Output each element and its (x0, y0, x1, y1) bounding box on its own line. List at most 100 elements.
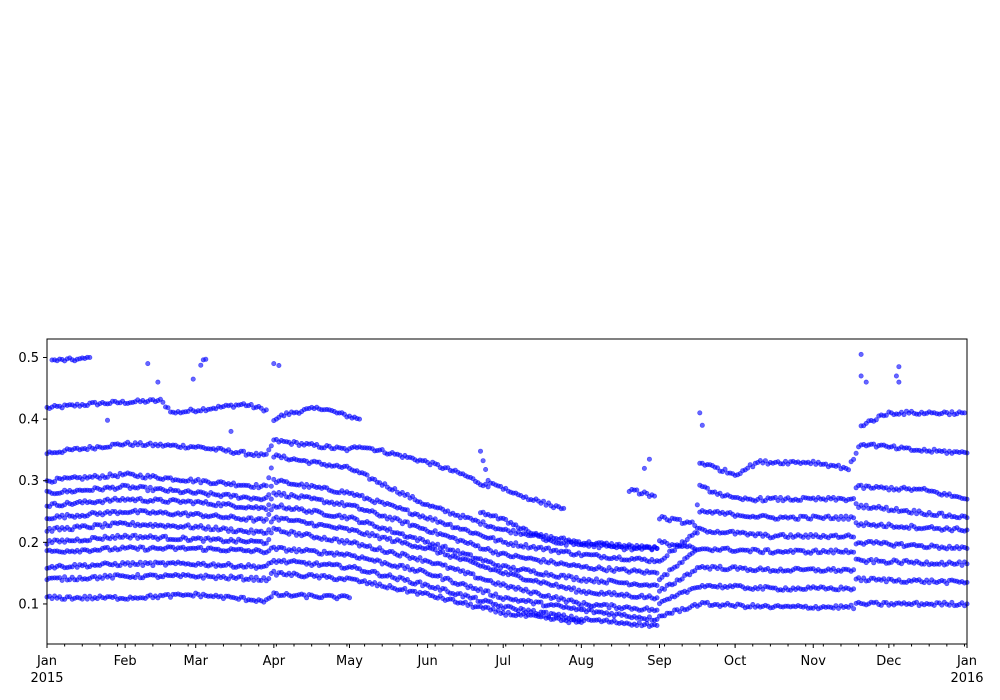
series-25-point (944, 581, 950, 587)
series-5-point (392, 486, 398, 492)
outlier-point (646, 456, 652, 462)
series-3-point (281, 413, 287, 419)
series-10-point (442, 562, 448, 568)
series-5-point (263, 483, 269, 489)
series-24-point (871, 560, 877, 566)
outlier-point (228, 428, 234, 434)
series-19-point (845, 467, 851, 473)
x-tick-label: Apr (263, 654, 286, 669)
series-13-point (59, 577, 65, 583)
series-11-point (485, 588, 491, 594)
series-16-point (634, 487, 640, 493)
series-5-point (253, 481, 259, 487)
x-tick-label: Feb (114, 654, 137, 669)
x-tick-label: Jan (36, 654, 57, 669)
series-18-point (689, 519, 695, 525)
series-6-point (359, 492, 365, 498)
series-6-point (523, 541, 529, 547)
outlier-point (105, 417, 111, 423)
series-4-point (268, 443, 274, 449)
series-7-point (263, 507, 269, 513)
series-6-point (268, 483, 274, 489)
series-6-point (404, 507, 410, 513)
series-21-point (795, 516, 801, 522)
series-7-point (319, 497, 325, 503)
series-3-point (356, 416, 362, 422)
series-11-point (399, 562, 405, 568)
series-15-point (563, 542, 569, 548)
scatter-points (44, 351, 970, 629)
series-5-point (195, 476, 201, 482)
series-12-point (150, 563, 156, 569)
x-tick-label: Aug (569, 654, 594, 669)
series-9-point (374, 533, 380, 539)
series-18-point (677, 516, 683, 522)
series-15-point (654, 545, 660, 551)
series-26-point (669, 610, 675, 616)
series-8-point (455, 548, 461, 554)
series-18-point (851, 496, 857, 502)
series-13-point (372, 580, 378, 586)
series-6-point (266, 492, 272, 498)
series-5-point (105, 474, 111, 480)
series-10-point (132, 532, 138, 538)
series-18-point (777, 494, 783, 500)
series-4-point (266, 447, 272, 453)
series-11-point (538, 599, 544, 605)
series-10-point (553, 594, 559, 600)
series-7-point (281, 490, 287, 496)
x-tick-label: Dec (876, 654, 901, 669)
series-7-point (432, 528, 438, 534)
series-12-point (472, 594, 478, 600)
series-8-point (425, 539, 431, 545)
series-7-point (404, 519, 410, 525)
series-16-point (651, 493, 657, 499)
series-8-point (387, 526, 393, 532)
series-26-point (851, 606, 857, 612)
series-5-point (268, 465, 274, 471)
series-14-point (268, 594, 274, 600)
plot-frame (46, 338, 968, 645)
series-13-point (271, 568, 277, 574)
series-4-point (485, 484, 491, 490)
series-5-point (52, 479, 58, 485)
series-13-point (110, 575, 116, 581)
series-24-point (868, 556, 874, 562)
series-5-point (404, 491, 410, 497)
series-0-point (165, 405, 171, 411)
outlier-point (893, 373, 899, 379)
series-14-point (304, 595, 310, 601)
outlier-point (276, 362, 282, 368)
series-13-point (135, 571, 141, 577)
series-17-point (483, 466, 489, 472)
series-19-point (851, 456, 857, 462)
y-tick-label: 0.4 (18, 413, 39, 428)
series-4-point (263, 451, 269, 457)
series-17-point (480, 458, 486, 464)
series-2-point (198, 362, 204, 368)
series-6-point (142, 484, 148, 490)
series-26-point (848, 602, 854, 608)
series-6-point (546, 545, 552, 551)
series-24-point (672, 581, 678, 587)
series-7-point (604, 568, 610, 574)
series-9-point (432, 547, 438, 553)
x-tick-year-label: 2016 (950, 671, 983, 686)
series-19-point (853, 450, 859, 456)
series-21-point (851, 515, 857, 521)
series-18-point (704, 485, 710, 491)
outlier-point (145, 361, 151, 367)
series-11-point (493, 591, 499, 597)
y-tick-label: 0.2 (18, 536, 39, 551)
series-20-point (961, 410, 967, 416)
series-9-point (268, 519, 274, 525)
x-tick-label: Jul (494, 654, 511, 669)
series-13-point (251, 577, 257, 583)
series-24-point (661, 586, 667, 592)
series-13-point (462, 599, 468, 605)
series-8-point (467, 552, 473, 558)
series-8-point (248, 515, 254, 521)
series-9-point (387, 535, 393, 541)
series-12-point (137, 559, 143, 565)
series-19-point (714, 465, 720, 471)
